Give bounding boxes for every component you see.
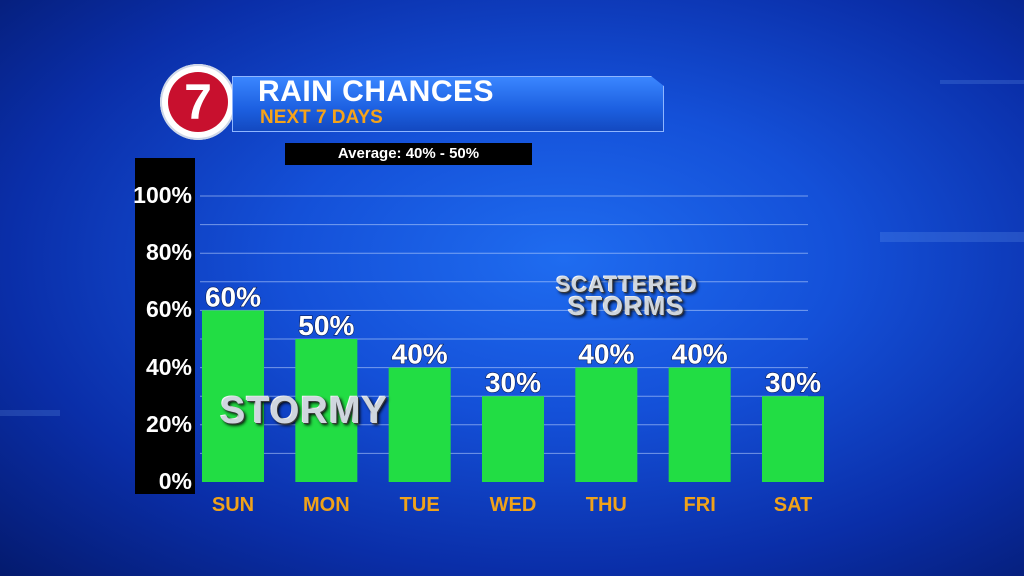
y-tick-label: 40%: [145, 353, 192, 380]
x-tick-label: SUN: [212, 494, 254, 516]
y-tick-label: 100%: [133, 182, 192, 208]
data-label: 40%: [392, 339, 448, 370]
stormy-annotation: STORMY: [220, 390, 388, 432]
data-label: 30%: [485, 367, 541, 398]
x-tick-label: FRI: [684, 494, 716, 516]
data-label: 40%: [578, 339, 634, 370]
y-tick-label: 20%: [145, 410, 192, 437]
data-label: 50%: [298, 310, 354, 341]
title-banner: [232, 76, 664, 132]
bar-tue: [388, 367, 451, 482]
bar-fri: [668, 367, 731, 482]
data-label: 40%: [672, 339, 728, 370]
bar-thu: [575, 367, 638, 482]
y-axis-panel: [135, 158, 195, 494]
bg-decoration: [880, 232, 1024, 242]
logo-badge: 7: [168, 72, 228, 132]
x-tick-label: TUE: [400, 494, 440, 516]
scattered-annotation: SCATTERED: [556, 272, 698, 297]
bar-sat: [762, 396, 824, 482]
x-tick-label: SAT: [774, 494, 813, 516]
chart-title: RAIN CHANCES: [258, 75, 495, 108]
average-box: Average: 40% - 50%: [285, 143, 532, 165]
x-tick-label: THU: [586, 494, 627, 516]
data-label: 30%: [765, 367, 821, 398]
storms-annotation: STORMS: [568, 291, 685, 321]
x-tick-label: WED: [490, 494, 537, 516]
y-tick-label: 80%: [145, 239, 192, 266]
station-logo: 7: [160, 64, 236, 140]
bar-sun: [202, 310, 264, 482]
x-tick-label: MON: [303, 494, 350, 516]
data-label: 60%: [205, 281, 261, 312]
bar-wed: [482, 396, 544, 482]
y-tick-label: 0%: [158, 468, 192, 494]
logo-number: 7: [184, 74, 212, 130]
bar-mon: [295, 339, 358, 482]
y-tick-label: 60%: [145, 296, 192, 323]
chart-subtitle: NEXT 7 DAYS: [260, 107, 383, 128]
bg-decoration: [940, 80, 1024, 84]
bg-decoration: [0, 410, 60, 416]
